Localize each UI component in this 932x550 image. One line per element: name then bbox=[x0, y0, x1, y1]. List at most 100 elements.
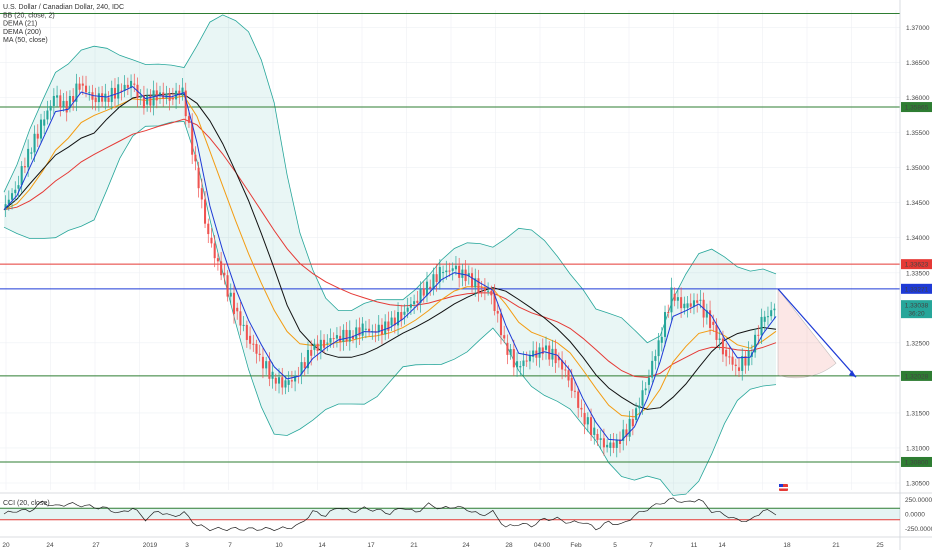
candle-body bbox=[683, 303, 686, 309]
cci-axis-label: 250.0000 bbox=[905, 497, 932, 504]
candle-body bbox=[657, 340, 660, 357]
time-axis-label: 21 bbox=[832, 542, 840, 549]
candle-body bbox=[654, 356, 657, 361]
level-price-label: 1.30800 bbox=[905, 459, 929, 466]
candle-body bbox=[651, 360, 654, 378]
candle-body bbox=[232, 292, 236, 315]
candle-body bbox=[705, 310, 708, 318]
candle-body bbox=[323, 339, 326, 348]
candle-body bbox=[335, 335, 338, 339]
candle-body bbox=[113, 87, 117, 99]
price-axis-label: 1.34500 bbox=[906, 200, 930, 207]
bollinger-band-fill bbox=[4, 14, 776, 496]
cci-axis-label: -250.0000 bbox=[905, 526, 932, 533]
candle-body bbox=[94, 97, 97, 103]
ma-50-line bbox=[3, 95, 777, 418]
candle-body bbox=[62, 100, 65, 108]
time-axis-label: 10 bbox=[275, 542, 283, 549]
candle-body bbox=[509, 349, 512, 355]
candle-body bbox=[81, 83, 84, 86]
candle-body bbox=[406, 307, 409, 312]
candle-body bbox=[451, 268, 454, 271]
time-axis-label: 3 bbox=[185, 542, 189, 549]
candle-body bbox=[345, 329, 348, 342]
projection-drawing[interactable] bbox=[777, 288, 857, 379]
candle-body bbox=[435, 274, 438, 282]
candle-body bbox=[84, 85, 88, 93]
candle-body bbox=[561, 360, 564, 370]
candle-body bbox=[618, 439, 622, 444]
candles bbox=[4, 73, 776, 458]
candle-body bbox=[757, 334, 760, 336]
candle-body bbox=[628, 418, 631, 437]
candle-body bbox=[599, 438, 602, 440]
candle-body bbox=[319, 339, 322, 351]
candle-body bbox=[676, 297, 679, 301]
price-axis-label: 1.30500 bbox=[906, 480, 930, 487]
candle-body bbox=[155, 90, 158, 101]
candle-body bbox=[538, 347, 541, 358]
candle-body bbox=[162, 92, 165, 99]
candle-body bbox=[133, 83, 136, 85]
candle-body bbox=[686, 303, 689, 308]
candle-body bbox=[146, 95, 149, 105]
candle-body bbox=[348, 330, 351, 342]
candle-body bbox=[49, 105, 52, 111]
candle-body bbox=[72, 96, 75, 102]
candle-body bbox=[612, 442, 615, 448]
candle-body bbox=[316, 343, 319, 351]
cci-pane: CCI (20, close) 250.0000 0.0000 -250.0000 bbox=[0, 492, 932, 533]
price-axis-label: 1.34000 bbox=[906, 235, 930, 242]
price-axis[interactable]: 1.37000 1.36500 1.36000 1.35500 1.35000 1.345… bbox=[899, 0, 932, 550]
candle-body bbox=[400, 312, 403, 321]
candle-body bbox=[59, 95, 62, 108]
price-axis-label: 1.36500 bbox=[906, 60, 930, 67]
candle-body bbox=[644, 388, 647, 391]
time-axis-label: 18 bbox=[783, 542, 791, 549]
candle-body bbox=[615, 439, 618, 448]
candle-body bbox=[647, 377, 650, 385]
candle-body bbox=[20, 166, 23, 186]
level-price-label: 1.35865 bbox=[905, 105, 929, 112]
candle-body bbox=[117, 84, 120, 99]
candle-body bbox=[4, 204, 7, 210]
candle-body bbox=[43, 119, 46, 126]
candle-body bbox=[673, 293, 676, 301]
candle-body bbox=[429, 286, 432, 289]
candle-body bbox=[496, 310, 499, 314]
candle-body bbox=[332, 338, 335, 340]
candle-body bbox=[158, 92, 162, 95]
dema-200-line bbox=[3, 118, 777, 378]
horizontal-levels[interactable]: 1.35865 1.33623 1.33271 1.32028 1.30800 bbox=[0, 13, 932, 467]
candle-body bbox=[368, 328, 371, 332]
candle-body bbox=[171, 97, 174, 100]
time-axis[interactable]: 20 24 27 2019 3 7 10 14 17 21 24 28 04:00 Feb 5 7 11 14 18… bbox=[0, 536, 932, 549]
candle-body bbox=[223, 272, 226, 276]
candle-body bbox=[763, 316, 766, 322]
grid bbox=[0, 10, 900, 490]
candle-body bbox=[281, 377, 284, 388]
candle-body bbox=[287, 380, 290, 385]
candle-body bbox=[239, 311, 242, 326]
candle-body bbox=[747, 350, 750, 366]
legend: U.S. Dollar / Canadian Dollar, 240, IDCB… bbox=[3, 4, 124, 44]
candle-body bbox=[554, 348, 557, 364]
candle-body bbox=[387, 321, 390, 331]
projection-wedge bbox=[777, 288, 837, 379]
candle-body bbox=[638, 405, 641, 409]
candle-body bbox=[631, 418, 634, 427]
candle-body bbox=[528, 354, 531, 362]
candle-body bbox=[422, 288, 425, 296]
candle-body bbox=[380, 324, 383, 335]
candle-body bbox=[773, 308, 776, 311]
cci-axis-bg bbox=[901, 495, 932, 533]
level-price-tag bbox=[901, 259, 932, 270]
dema-21-line bbox=[3, 86, 777, 441]
flag-icon[interactable] bbox=[779, 484, 788, 491]
level-price-label: 1.33623 bbox=[905, 262, 929, 269]
candle-body bbox=[532, 350, 535, 357]
candle-body bbox=[178, 90, 181, 96]
candle-body bbox=[590, 417, 593, 435]
candle-body bbox=[718, 338, 721, 340]
